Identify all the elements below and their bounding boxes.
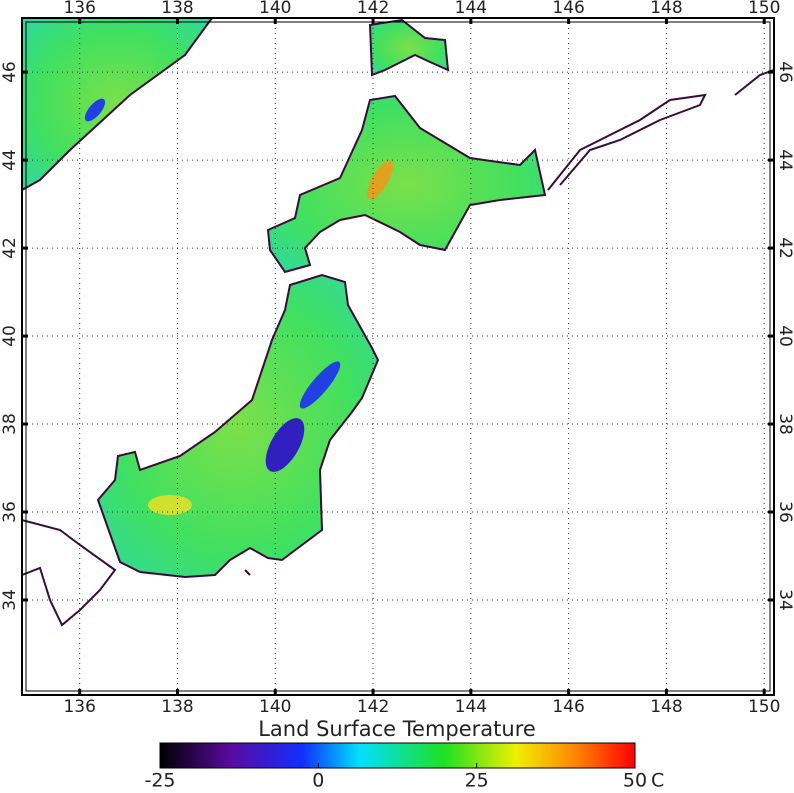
x-tick-label: 144 — [455, 697, 487, 717]
colorbar-tick-label: 50 — [623, 770, 647, 792]
korea-coast — [21, 518, 117, 627]
colorbar-title: Land Surface Temperature — [258, 717, 536, 741]
x-tick-label: 146 — [552, 697, 584, 717]
x-tick-label: 150 — [748, 0, 780, 18]
y-tick-label: 44 — [775, 149, 794, 171]
y-tick-label: 40 — [0, 325, 20, 347]
x-tick-label: 142 — [357, 697, 389, 717]
colorbar — [159, 742, 636, 769]
y-tick-label: 34 — [775, 589, 794, 611]
x-tick-label: 138 — [161, 0, 193, 18]
asia-land — [21, 17, 214, 192]
y-tick-label: 40 — [775, 325, 794, 347]
map-frame — [21, 17, 775, 696]
x-tick-label: 136 — [63, 697, 95, 717]
honshu — [96, 273, 380, 579]
y-tick-label: 38 — [0, 413, 20, 435]
y-tick-label: 34 — [0, 589, 20, 611]
x-tick-label: 142 — [357, 0, 389, 18]
x-tick-label: 148 — [650, 697, 682, 717]
y-tick-label: 38 — [775, 413, 794, 435]
map-frame-inner — [25, 21, 771, 692]
y-tick-label: 44 — [0, 149, 20, 171]
y-tick-label: 46 — [0, 61, 20, 83]
x-tick-label: 148 — [650, 0, 682, 18]
colorbar-unit: C — [651, 770, 664, 792]
colorbar-tick-label: 25 — [465, 770, 489, 792]
x-tick-label: 138 — [161, 697, 193, 717]
x-tick-label: 144 — [455, 0, 487, 18]
kuril-coast — [547, 93, 707, 191]
kuril-coast — [734, 69, 775, 96]
y-tick-label: 36 — [0, 501, 20, 523]
cold-mountain-area — [299, 361, 341, 409]
izu-islands — [244, 569, 251, 576]
x-tick-label: 140 — [259, 0, 291, 18]
cold-area — [84, 98, 106, 122]
x-tick-label: 150 — [748, 697, 780, 717]
x-tick-label: 146 — [552, 0, 584, 18]
colorbar-tick-label: -25 — [144, 770, 175, 792]
hokkaido — [266, 94, 547, 274]
warm-area — [148, 495, 192, 515]
sakhalin — [368, 18, 450, 77]
y-tick-label: 42 — [0, 237, 20, 259]
y-tick-label: 36 — [775, 501, 794, 523]
y-tick-label: 42 — [775, 237, 794, 259]
y-tick-label: 46 — [775, 61, 794, 83]
x-tick-label: 140 — [259, 697, 291, 717]
colorbar-tick-label: 0 — [312, 770, 324, 792]
x-tick-label: 136 — [63, 0, 95, 18]
land — [21, 17, 775, 627]
warm-area — [367, 160, 393, 200]
